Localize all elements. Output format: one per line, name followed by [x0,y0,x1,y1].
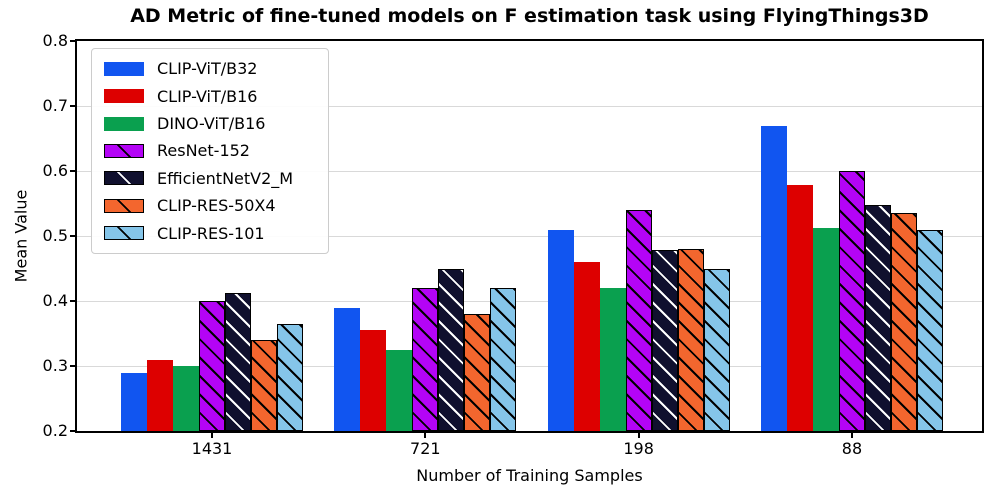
bar-CLIP-ViT/B16-88 [786,185,813,431]
x-tick-label: 198 [623,439,654,458]
legend: CLIP-ViT/B32 CLIP-ViT/B16 DINO-ViT/B16 ResN… [91,48,329,254]
legend-item: CLIP-ViT/B16 [104,87,316,106]
y-tick-label: 0.6 [42,161,68,180]
y-tick-mark [70,235,75,237]
bar-DINO-ViT/B16-1431 [173,366,199,431]
x-tick-mark [637,433,640,438]
bar-CLIP-ViT/B16-721 [360,330,387,431]
y-tick-label: 0.7 [42,96,68,115]
x-axis-label: Number of Training Samples [416,466,643,485]
bar-EfficientNetV2_M-1431 [225,292,251,431]
legend-swatch-EfficientNetV2_M [104,171,144,186]
y-tick-mark [70,40,75,42]
x-tick-mark [850,433,853,438]
legend-label: CLIP-RES-101 [157,223,265,243]
gridline [77,105,982,107]
legend-item: CLIP-RES-50X4 [104,196,316,215]
legend-label: DINO-ViT/B16 [157,114,266,134]
y-tick-label: 0.5 [42,226,68,245]
y-tick-mark [70,300,75,302]
bar-DINO-ViT/B16-198 [599,288,626,431]
bar-ResNet-152-198 [625,210,652,431]
legend-label: CLIP-RES-50X4 [157,196,276,216]
bar-CLIP-RES-101-1431 [277,323,303,431]
legend-swatch-CLIP-ViT/B32 [104,61,144,76]
legend-label: CLIP-ViT/B32 [157,59,258,79]
bar-CLIP-ViT/B16-198 [573,262,600,431]
legend-label: EfficientNetV2_M [157,168,294,188]
legend-item: EfficientNetV2_M [104,169,316,188]
x-tick-mark [211,433,213,438]
bar-CLIP-RES-101-88 [916,229,943,431]
bar-CLIP-RES-101-198 [703,268,730,431]
y-tick-label: 0.4 [42,291,68,310]
bar-CLIP-RES-50X4-198 [677,249,704,431]
y-tick-mark [70,170,75,172]
bar-CLIP-RES-50X4-88 [890,213,917,431]
bar-EfficientNetV2_M-198 [651,250,678,431]
legend-swatch-ResNet-152 [104,143,144,158]
chart-title: AD Metric of fine-tuned models on F esti… [130,5,929,27]
bar-CLIP-ViT/B16-1431 [147,359,173,431]
legend-item: CLIP-ViT/B32 [104,59,316,78]
x-tick-label: 88 [841,439,863,458]
bar-CLIP-RES-50X4-1431 [251,340,277,431]
bar-ResNet-152-88 [838,171,865,431]
legend-label: CLIP-ViT/B16 [157,86,258,106]
legend-swatch-DINO-ViT/B16 [104,116,144,131]
y-tick-label: 0.3 [42,356,68,375]
bar-DINO-ViT/B16-88 [812,228,839,431]
y-tick-label: 0.8 [42,31,68,50]
gridline [77,170,982,172]
x-tick-label: 1431 [191,439,233,458]
plot-area [75,39,984,433]
gridline [77,365,982,367]
legend-item: CLIP-RES-101 [104,224,316,243]
legend-item: ResNet-152 [104,141,316,160]
bar-CLIP-ViT/B32-1431 [121,372,147,431]
y-tick-mark [70,430,75,432]
y-tick-mark [70,105,75,107]
y-tick-label: 0.2 [42,421,68,440]
bar-CLIP-ViT/B32-88 [760,125,787,431]
legend-item: DINO-ViT/B16 [104,114,316,133]
bar-EfficientNetV2_M-721 [438,268,465,431]
y-tick-mark [70,365,75,367]
bar-ResNet-152-1431 [199,301,225,431]
bar-EfficientNetV2_M-88 [864,204,891,431]
legend-label: ResNet-152 [157,141,250,161]
legend-swatch-CLIP-ViT/B16 [104,89,144,104]
x-tick-label: 721 [410,439,441,458]
gridline [77,300,982,302]
bar-CLIP-RES-50X4-721 [464,314,491,431]
bar-CLIP-ViT/B32-198 [547,229,574,431]
bar-CLIP-RES-101-721 [490,288,517,431]
gridline [77,235,982,237]
bar-DINO-ViT/B16-721 [386,349,413,431]
legend-swatch-CLIP-RES-101 [104,226,144,241]
bar-ResNet-152-721 [412,288,439,431]
x-tick-mark [424,433,427,438]
bar-CLIP-ViT/B32-721 [334,307,361,431]
legend-swatch-CLIP-RES-50X4 [104,198,144,213]
